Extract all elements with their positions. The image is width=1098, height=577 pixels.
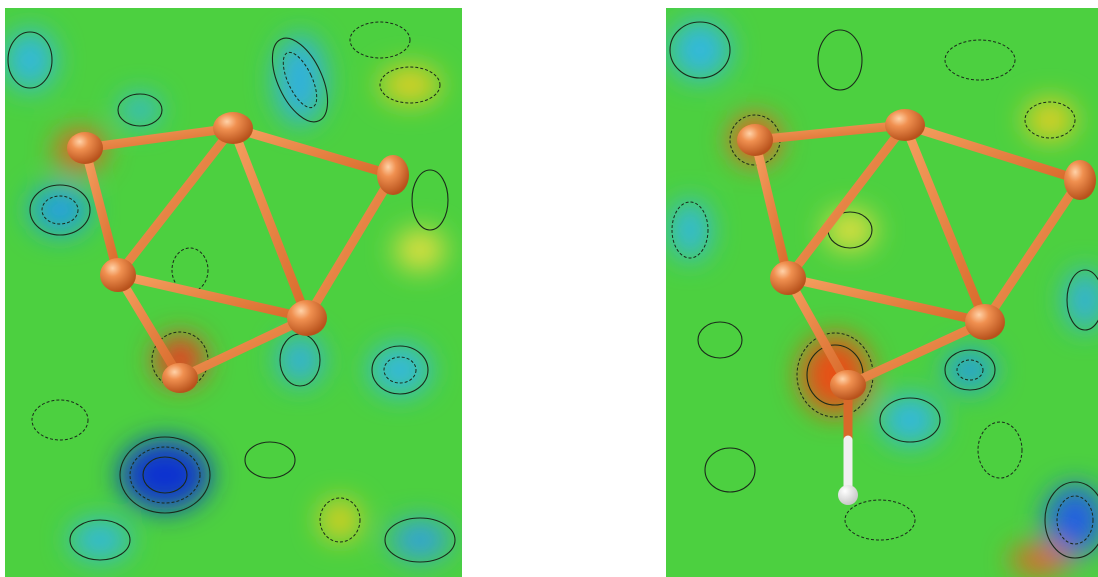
density-map-left — [5, 8, 462, 577]
figure — [0, 0, 1098, 577]
page — [0, 0, 1098, 577]
density-map-right — [666, 8, 1098, 577]
